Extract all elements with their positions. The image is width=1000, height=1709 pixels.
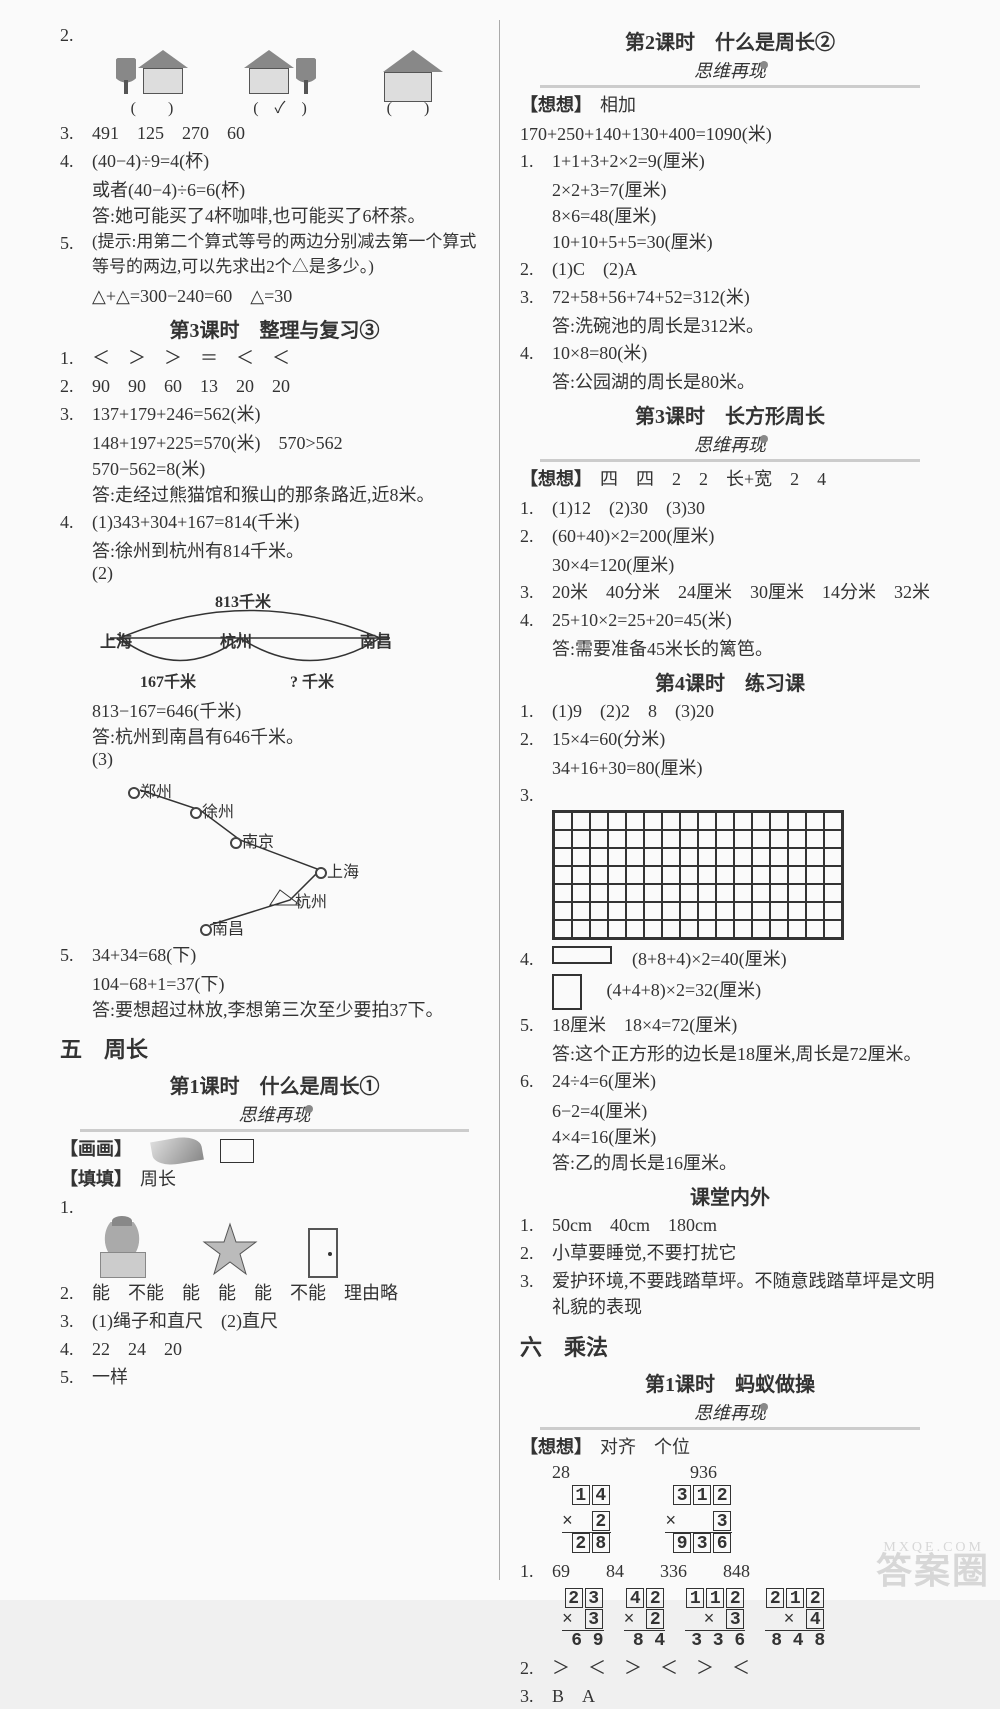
house-figures [92,50,489,94]
unit-title: 五 周长 [60,1032,489,1064]
rect-a [552,946,612,964]
qnum: 2. [60,22,92,48]
rect-b [552,974,582,1010]
leaf-icon [150,1134,204,1168]
grid-figure [552,810,844,940]
siwei-label: 思维再现 [80,1101,469,1132]
shapes-row [92,1222,489,1278]
star-icon [202,1222,258,1278]
right-column: 第2课时 什么是周长② 思维再现 【想想】相加 170+250+140+130+… [500,20,940,1580]
lesson-title: 第3课时 整理与复习③ [60,314,489,343]
vertical-mult-row: 23× 36 942× 28 4112× 33 3 6212× 48 4 8 [552,1586,940,1653]
door-icon [308,1228,338,1278]
q3: 491 125 270 60 [92,120,489,146]
watermark: 答案圈 [876,1542,990,1594]
left-column: 2. ( ) ( ✓ ) ( ) 3.491 125 270 60 4.(40−… [60,20,500,1580]
rect-icon [220,1139,254,1163]
arc-diagram: 813千米 上海 杭州 南昌 167千米 ? 千米 [100,588,400,693]
page: 2. ( ) ( ✓ ) ( ) 3.491 125 270 60 4.(40−… [0,0,1000,1600]
map-diagram: 郑州 徐州 南京 上海 杭州 南昌 [120,770,380,940]
carousel-icon [92,1222,152,1278]
